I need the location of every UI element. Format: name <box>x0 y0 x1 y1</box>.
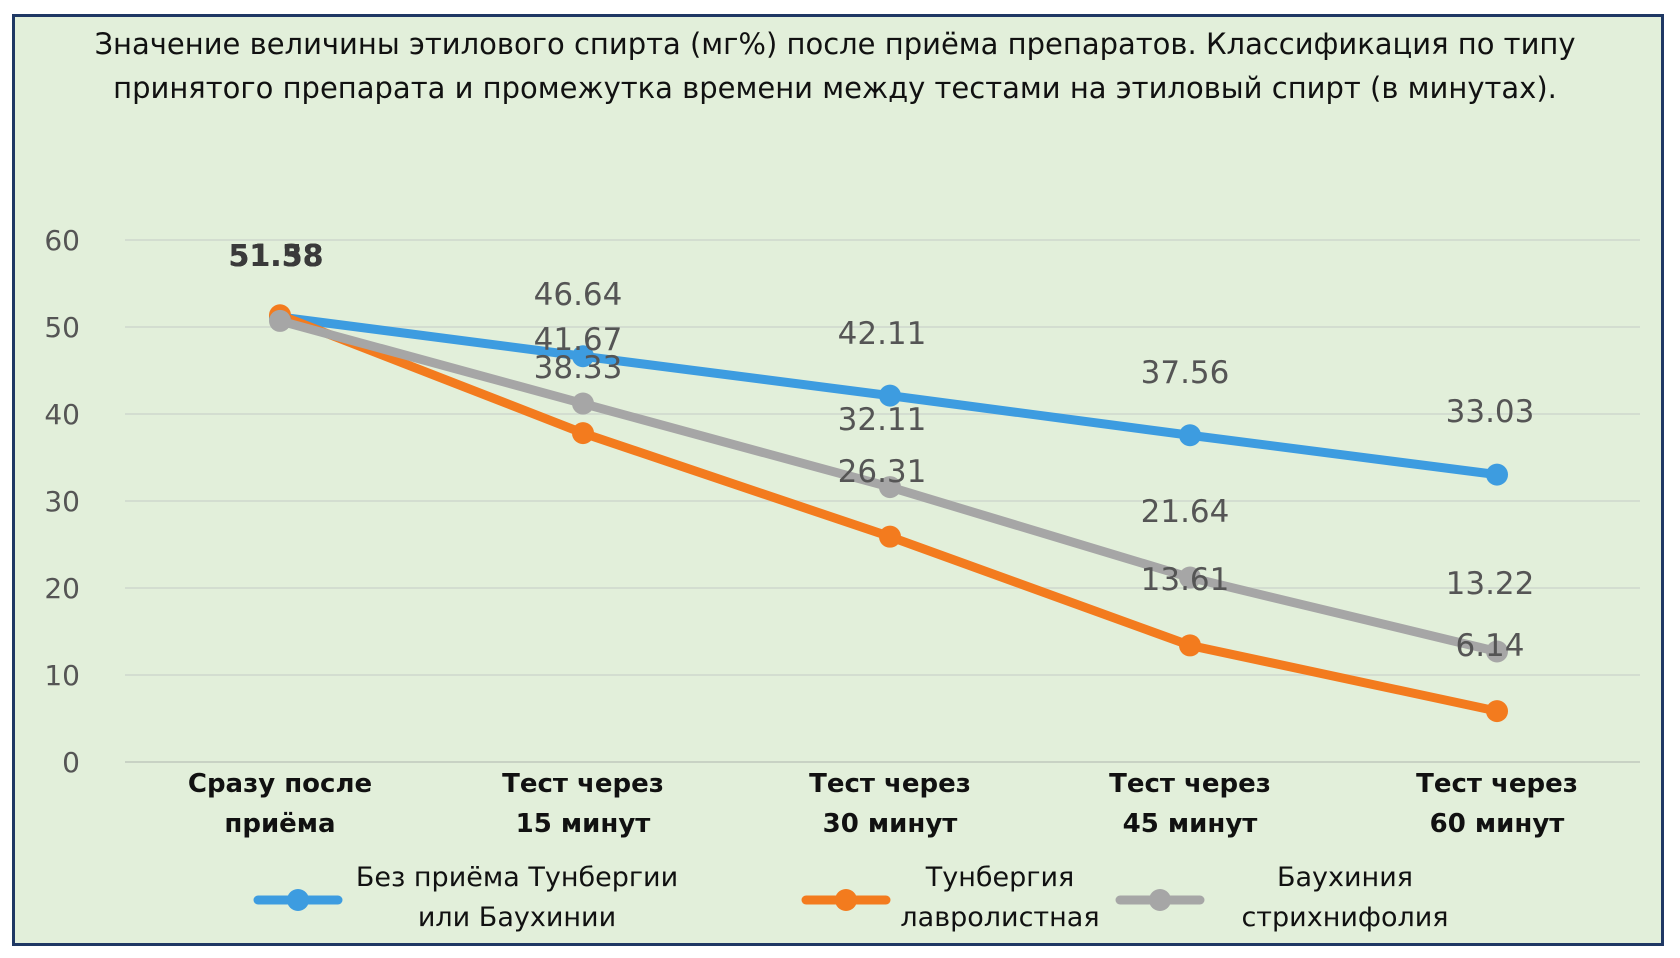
data-label: 32.11 <box>838 402 927 438</box>
data-label: 42.11 <box>838 316 927 352</box>
data-label: 6.14 <box>1455 628 1524 664</box>
x-tick-label: Сразу после <box>188 769 372 799</box>
data-point <box>879 384 901 407</box>
data-point <box>1486 700 1508 723</box>
y-tick-label: 50 <box>44 311 80 344</box>
chart-title: Значение величины этилового спирта (мг%)… <box>94 27 1576 105</box>
y-tick-label: 60 <box>44 224 80 257</box>
x-tick-label: Тест через <box>809 769 971 799</box>
data-point <box>1486 463 1508 486</box>
data-label: 13.61 <box>1141 562 1230 598</box>
y-tick-label: 10 <box>44 659 80 692</box>
x-tick-label: 30 минут <box>823 809 958 839</box>
data-point <box>1179 424 1201 447</box>
x-tick-label: 45 минут <box>1123 809 1258 839</box>
data-point <box>1179 634 1201 657</box>
legend-marker <box>287 889 309 911</box>
data-point <box>1179 566 1201 589</box>
y-tick-label: 30 <box>44 485 80 518</box>
y-tick-label: 20 <box>44 572 80 605</box>
data-label: 37.56 <box>1141 355 1230 391</box>
legend-marker <box>1149 889 1171 911</box>
data-point <box>572 345 594 368</box>
data-point <box>1486 640 1508 663</box>
x-tick-label: 15 минут <box>516 809 651 839</box>
x-tick-label: Тест через <box>1109 769 1271 799</box>
data-label: 33.03 <box>1446 394 1535 430</box>
data-label: 13.22 <box>1446 566 1535 602</box>
chart-frame <box>12 14 1664 946</box>
legend-marker <box>835 889 857 911</box>
data-label: 46.64 <box>534 277 623 313</box>
data-label: 41.67 <box>534 322 623 358</box>
data-point <box>879 476 901 499</box>
data-label: 26.31 <box>838 454 927 490</box>
data-label: 38.33 <box>534 350 623 386</box>
data-point <box>269 309 291 332</box>
data-label: 51.38 <box>229 239 324 274</box>
x-tick-label: приёма <box>224 809 335 839</box>
data-label: 21.64 <box>1141 494 1230 530</box>
x-tick-label: Тест через <box>502 769 664 799</box>
x-tick-label: 60 минут <box>1430 809 1565 839</box>
data-label: 51.58 <box>229 239 324 274</box>
data-point <box>572 422 594 445</box>
y-tick-label: 40 <box>44 398 80 431</box>
data-point <box>879 525 901 548</box>
data-point <box>572 392 594 415</box>
x-tick-label: Тест через <box>1416 769 1578 799</box>
data-label: 51.58 <box>229 239 324 274</box>
y-tick-label: 0 <box>62 746 80 779</box>
